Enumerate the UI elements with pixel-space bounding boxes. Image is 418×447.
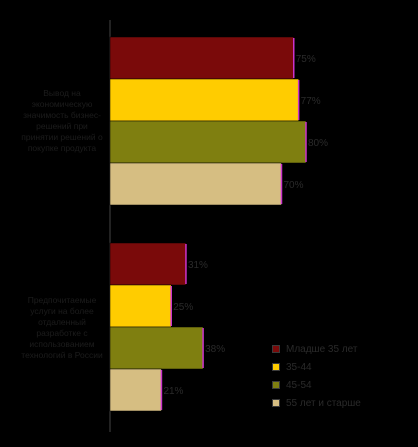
- legend-label-under-35: Младше 35 лет: [286, 343, 358, 355]
- bar-35-44-group-1: [109, 78, 299, 122]
- value-label-45-54-group-1: 80%: [308, 138, 328, 149]
- legend-swatch-45-54: [272, 381, 280, 389]
- legend-item-55-plus: 55 лет и старше: [272, 396, 361, 410]
- legend-item-under-35: Младше 35 лет: [272, 342, 357, 356]
- legend-label-45-54: 45-54: [286, 379, 312, 391]
- bar-under-35-group-2: [109, 242, 187, 286]
- legend-swatch-35-44: [272, 363, 280, 371]
- bar-under-35-group-1: [109, 36, 294, 80]
- legend: Младше 35 лет 35-44 45-54 55 лет и старш…: [262, 336, 388, 418]
- value-label-55-plus-group-2: 21%: [163, 386, 183, 397]
- value-label-35-44-group-2: 25%: [173, 302, 193, 313]
- bar-55-plus-group-1: [109, 162, 282, 206]
- category-label-2: Предпочитаемые услуги на более отдаленны…: [21, 295, 103, 360]
- legend-item-35-44: 35-44: [272, 360, 312, 374]
- bar-45-54-group-1: [109, 120, 307, 164]
- legend-label-55-plus: 55 лет и старше: [286, 397, 361, 409]
- bar-45-54-group-2: [109, 326, 204, 370]
- value-label-35-44-group-1: 77%: [301, 96, 321, 107]
- value-label-45-54-group-2: 38%: [205, 344, 225, 355]
- value-label-under-35-group-1: 75%: [296, 54, 316, 65]
- bars-layer: [109, 36, 307, 412]
- value-labels-layer: 75% 77% 80% 70% 31% 25% 38% 21%: [163, 54, 328, 397]
- bar-35-44-group-2: [109, 284, 172, 328]
- legend-swatch-55-plus: [272, 399, 280, 407]
- value-label-under-35-group-2: 31%: [188, 260, 208, 271]
- legend-swatch-under-35: [272, 345, 280, 353]
- bar-55-plus-group-2: [109, 368, 162, 412]
- legend-item-45-54: 45-54: [272, 378, 312, 392]
- category-label-1: Вывод на экономическую значимость бизнес…: [21, 88, 103, 153]
- legend-label-35-44: 35-44: [286, 361, 312, 373]
- value-label-55-plus-group-1: 70%: [284, 180, 304, 191]
